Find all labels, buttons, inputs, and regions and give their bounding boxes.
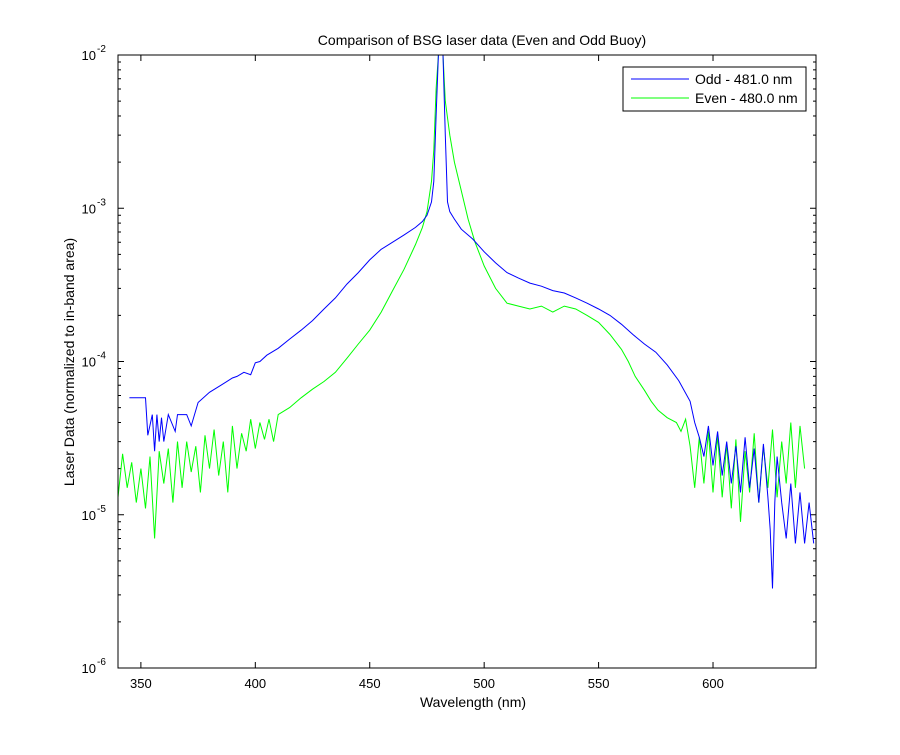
- y-tick-label: 10: [82, 661, 96, 676]
- legend-box: [622, 66, 807, 112]
- x-tick-label: 500: [473, 676, 495, 691]
- legend-label-odd: Odd - 481.0 nm: [695, 71, 792, 87]
- chart-title: Comparison of BSG laser data (Even and O…: [318, 32, 646, 48]
- plot-area: [118, 55, 816, 668]
- y-tick-label: 10: [82, 355, 96, 370]
- y-axis-label: Laser Data (normalized to in-band area): [61, 238, 77, 486]
- y-tick-exponent: -6: [97, 657, 106, 668]
- y-tick-label: 10: [82, 48, 96, 63]
- y-tick-exponent: -4: [97, 351, 106, 362]
- x-axis-label: Wavelength (nm): [420, 694, 526, 710]
- y-tick-exponent: -3: [97, 197, 106, 208]
- x-axis-ticks: 350 400 450 500 550 600: [130, 55, 724, 691]
- x-tick-label: 550: [588, 676, 610, 691]
- x-tick-label: 350: [130, 676, 152, 691]
- series-group: [118, 55, 815, 589]
- axes-box: [117, 54, 817, 669]
- x-tick-label: 450: [359, 676, 381, 691]
- series-line-even: [118, 55, 806, 539]
- x-tick-label: 600: [702, 676, 724, 691]
- y-axis-ticks: 10-610-510-410-310-2: [82, 44, 816, 676]
- y-tick-label: 10: [82, 508, 96, 523]
- legend: Odd - 481.0 nm Even - 480.0 nm: [622, 66, 807, 112]
- series-line-odd: [129, 55, 815, 589]
- y-tick-exponent: -5: [97, 504, 106, 515]
- legend-label-even: Even - 480.0 nm: [695, 90, 798, 106]
- x-tick-label: 400: [244, 676, 266, 691]
- y-tick-exponent: -2: [97, 44, 106, 55]
- plot-background: [118, 55, 816, 668]
- y-tick-label: 10: [82, 201, 96, 216]
